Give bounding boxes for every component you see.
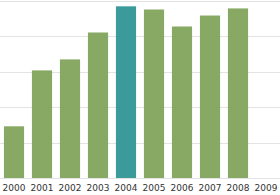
x-tick-label: 2000	[3, 183, 26, 193]
grid-line	[0, 1, 280, 2]
bar	[172, 26, 192, 178]
x-tick-label: 2003	[87, 183, 110, 193]
bar	[228, 8, 248, 178]
bar	[88, 33, 108, 178]
bars	[4, 6, 248, 178]
bar	[60, 59, 80, 178]
grid-line	[0, 178, 280, 179]
x-tick-label: 2004	[115, 183, 138, 193]
bar	[4, 126, 24, 178]
bar	[144, 9, 164, 178]
bar	[200, 16, 220, 178]
x-tick-label: 2002	[59, 183, 82, 193]
x-tick-label: 2008	[227, 183, 250, 193]
bar	[116, 6, 136, 178]
x-tick-label: 2009	[255, 183, 278, 193]
x-tick-label: 2006	[171, 183, 194, 193]
chart: 2000 2001 2002 2003 2004 2005 2006 2007 2008 2009	[0, 0, 280, 195]
x-tick-label: 2007	[199, 183, 222, 193]
x-tick-label: 2001	[31, 183, 54, 193]
bar	[32, 70, 52, 178]
x-tick-label: 2005	[143, 183, 166, 193]
